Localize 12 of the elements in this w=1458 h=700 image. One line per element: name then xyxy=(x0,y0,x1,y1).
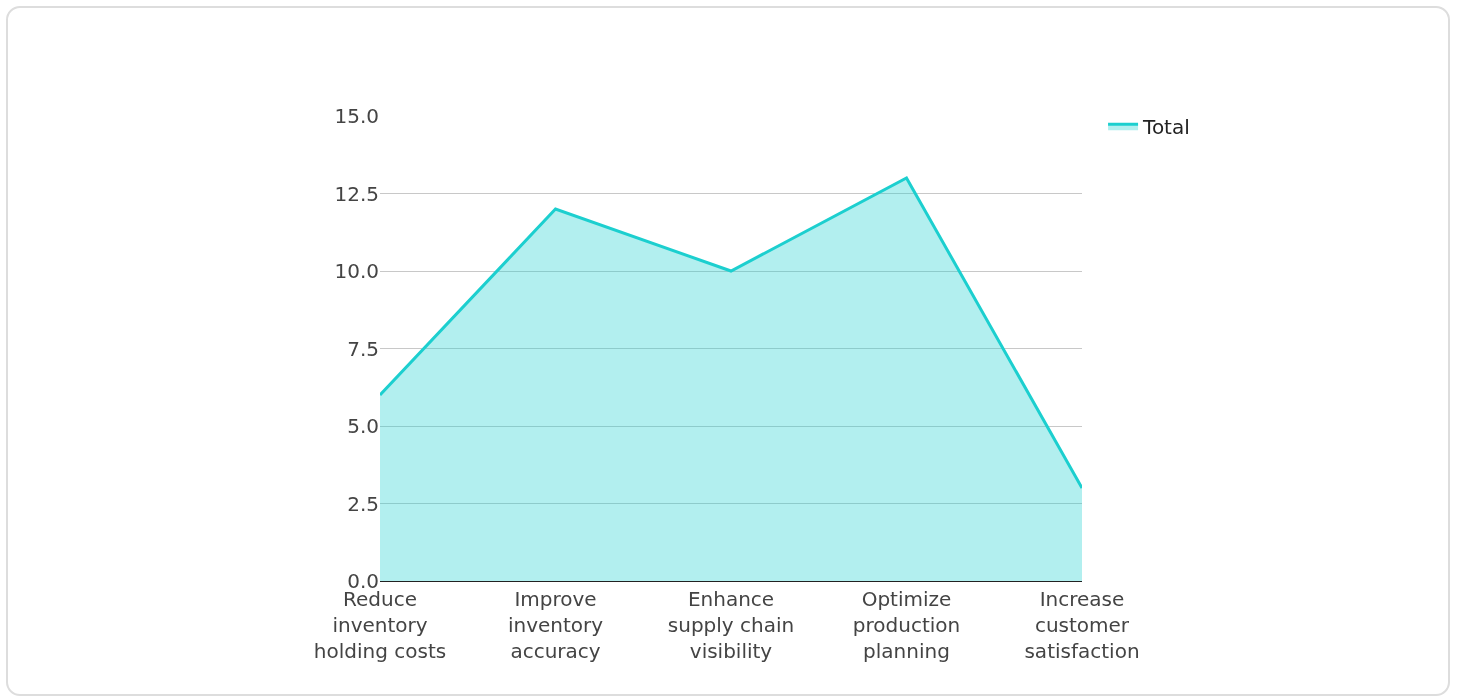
y-tick-label: 15.0 xyxy=(334,104,379,128)
legend-label: Total xyxy=(1142,115,1190,139)
x-tick-label: Optimize production planning xyxy=(852,587,961,663)
y-tick-label: 2.5 xyxy=(347,491,379,516)
y-tick-label: 12.5 xyxy=(334,181,379,206)
x-tick-label: Improve inventory accuracy xyxy=(507,587,604,663)
y-tick-label: 7.5 xyxy=(347,336,379,361)
y-tick-label: 10.0 xyxy=(334,259,379,283)
x-tick-label: Enhance supply chain visibility xyxy=(667,587,795,663)
x-tick-label: Reduce inventory holding costs xyxy=(313,587,447,663)
x-tick-label: Increase customer satisfaction xyxy=(1024,587,1140,663)
y-tick-label: 5.0 xyxy=(347,414,379,438)
